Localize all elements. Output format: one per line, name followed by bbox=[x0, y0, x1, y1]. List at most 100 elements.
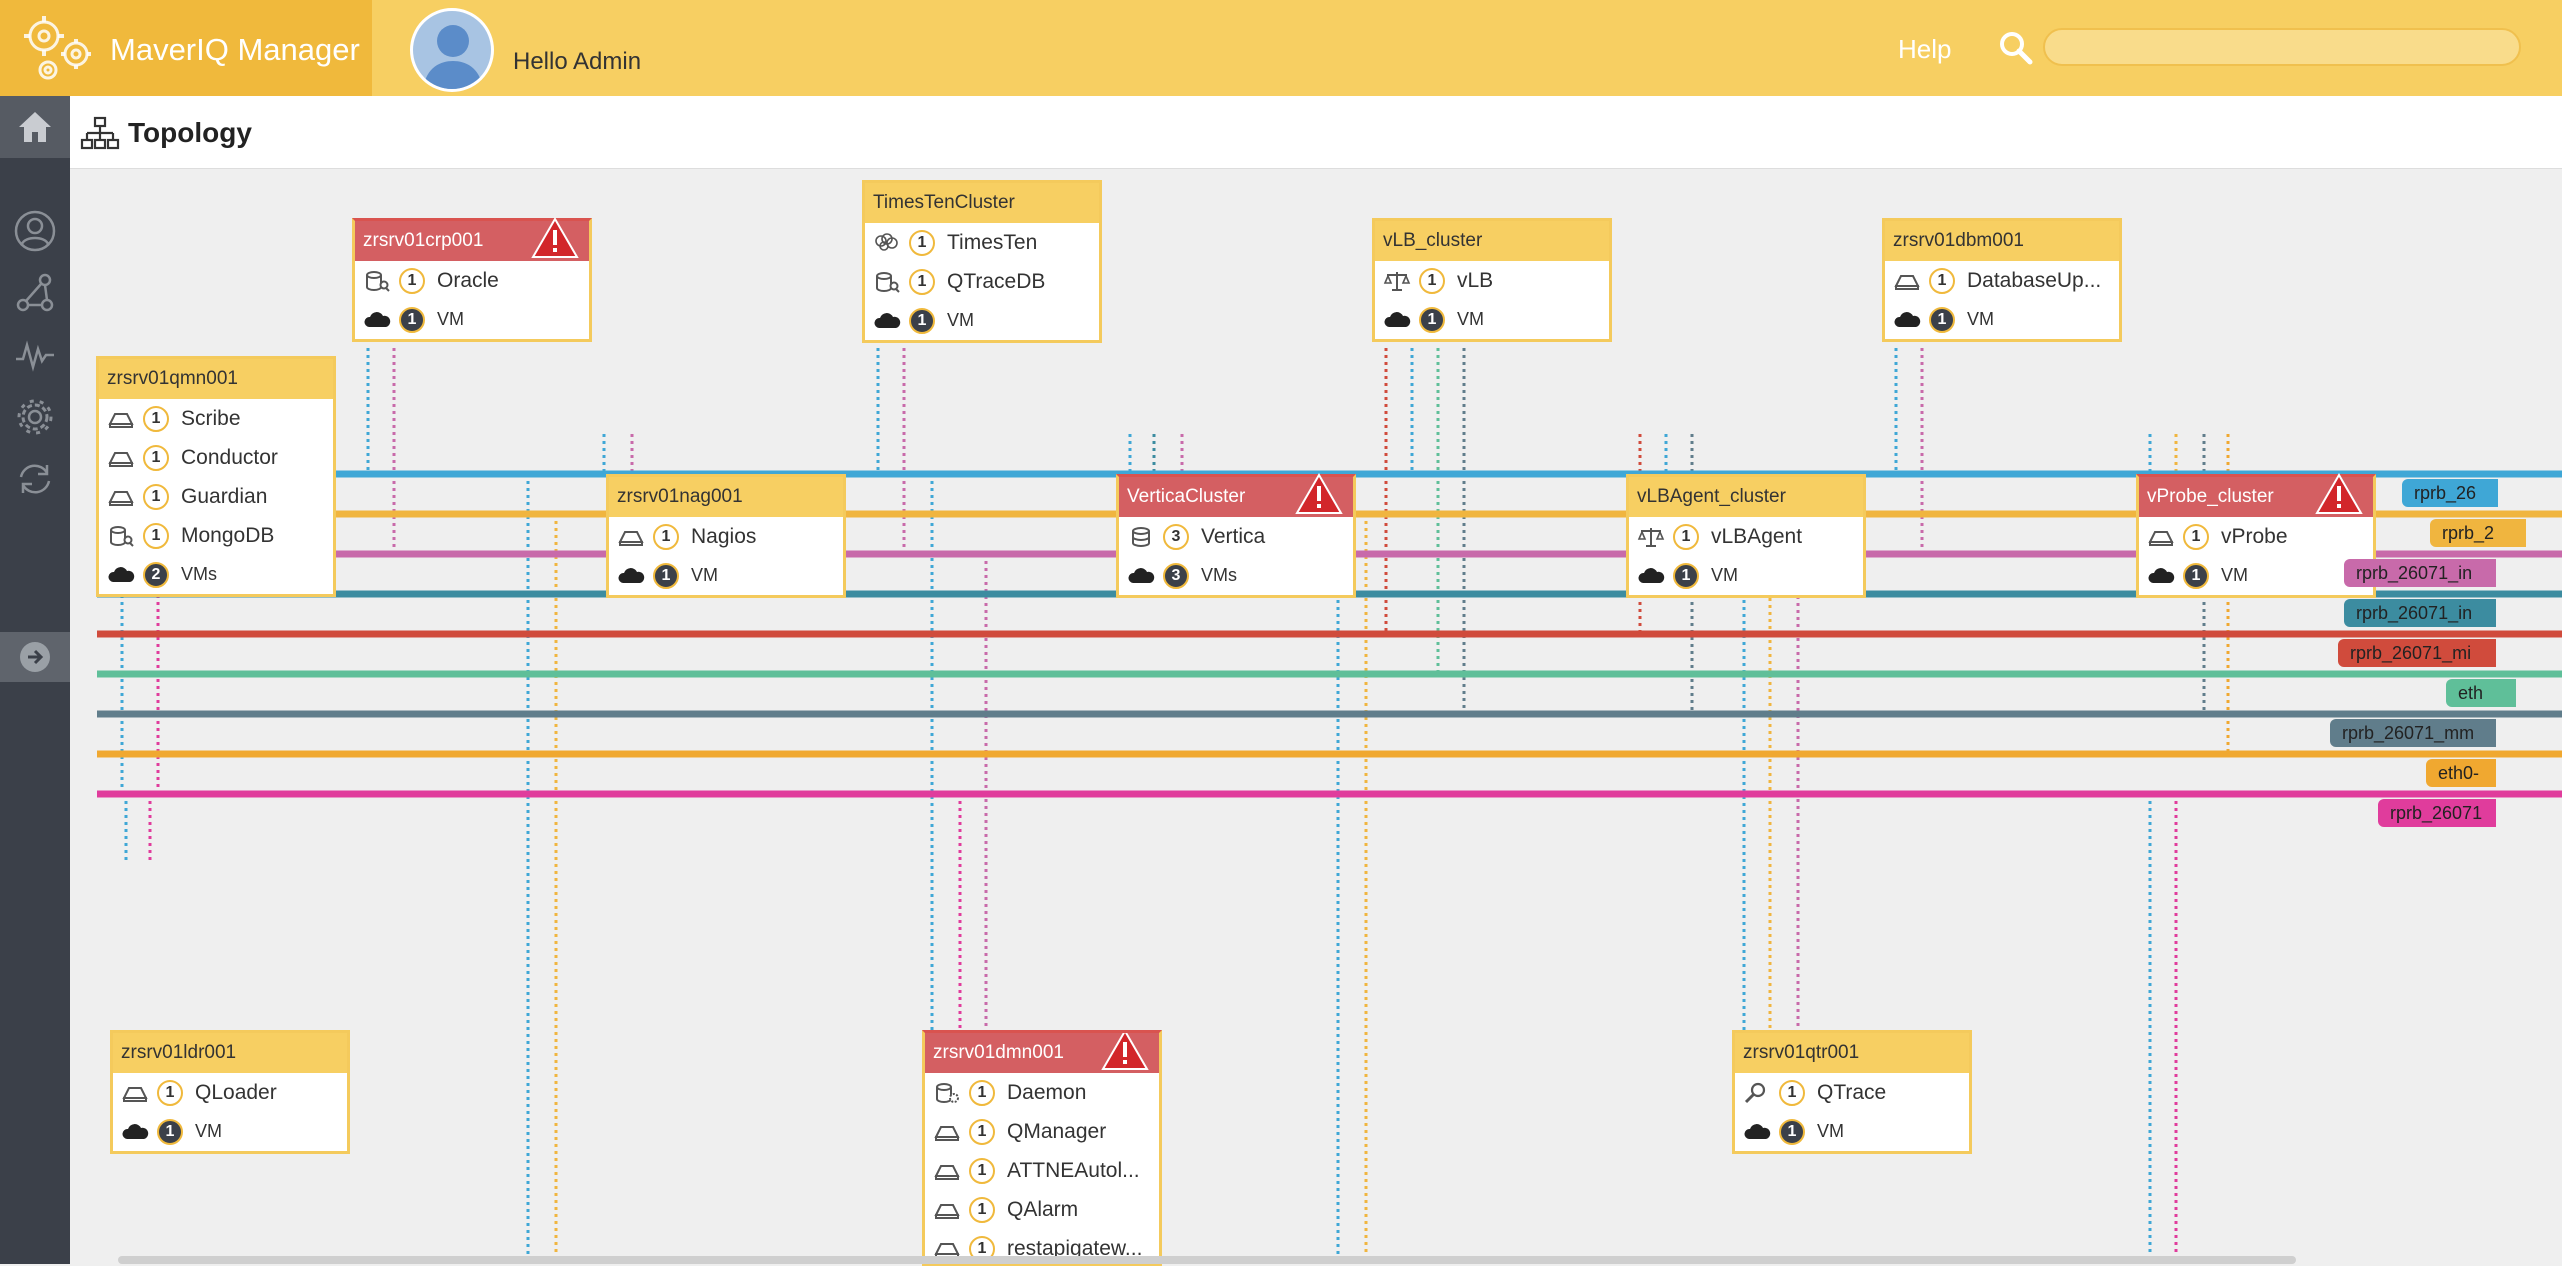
row-label: VM bbox=[947, 310, 974, 330]
node-service-row[interactable]: 1 QLoader bbox=[113, 1073, 347, 1112]
node-title[interactable]: vLBAgent_cluster bbox=[1629, 477, 1863, 517]
node-zrsrv01qmn001[interactable]: zrsrv01qmn001 1 Scribe 1 Conductor 1 Guardian 1… bbox=[96, 356, 336, 597]
node-service-row[interactable]: 1 QAlarm bbox=[925, 1190, 1159, 1229]
topology-canvas[interactable]: zrsrv01crp001 1 Oracle 1 VM TimesTenCluster 1 T… bbox=[70, 168, 2562, 1266]
row-label: TimesTen bbox=[947, 230, 1038, 254]
network-tag[interactable]: rprb_26 bbox=[2402, 479, 2498, 507]
network-tag[interactable]: rprb_26071_mm bbox=[2330, 719, 2496, 747]
drive-icon bbox=[108, 412, 134, 428]
node-title[interactable]: zrsrv01dbm001 bbox=[1885, 221, 2119, 261]
node-TimesTenCluster[interactable]: TimesTenCluster 1 TimesTen 1 QTraceDB 1 VM bbox=[862, 180, 1102, 343]
cloud-icon bbox=[1894, 311, 1921, 327]
horizontal-scrollbar[interactable] bbox=[118, 1256, 2296, 1264]
node-vLBAgent_cluster[interactable]: vLBAgent_cluster 1 vLBAgent 1 VM bbox=[1626, 474, 1866, 598]
node-zrsrv01nag001[interactable]: zrsrv01nag001 1 Nagios 1 VM bbox=[606, 474, 846, 598]
count-badge: 1 bbox=[1419, 267, 1445, 294]
node-service-row[interactable]: 1 QManager bbox=[925, 1112, 1159, 1151]
node-title[interactable]: zrsrv01dmn001 bbox=[925, 1033, 1159, 1073]
node-zrsrv01dmn001[interactable]: zrsrv01dmn001 1 Daemon 1 QManager 1 ATTNEAutol… bbox=[922, 1030, 1162, 1266]
node-VerticaCluster[interactable]: VerticaCluster 3 Vertica 3 VMs bbox=[1116, 473, 1356, 598]
network-tag[interactable]: rprb_26071_in bbox=[2344, 599, 2496, 627]
node-vm-row[interactable]: 2 VMs bbox=[99, 555, 333, 594]
node-service-row[interactable]: 1 QTraceDB bbox=[865, 262, 1099, 301]
network-tag[interactable]: rprb_26071_in bbox=[2344, 559, 2496, 587]
alert-warning-icon[interactable] bbox=[1101, 1030, 1149, 1071]
node-zrsrv01dbm001[interactable]: zrsrv01dbm001 1 DatabaseUp... 1 VM bbox=[1882, 218, 2122, 342]
node-service-row[interactable]: 1 QTrace bbox=[1735, 1073, 1969, 1112]
network-tag[interactable]: eth bbox=[2446, 679, 2516, 707]
node-service-row[interactable]: 1 Oracle bbox=[355, 261, 589, 300]
node-zrsrv01qtr001[interactable]: zrsrv01qtr001 1 QTrace 1 VM bbox=[1732, 1030, 1972, 1154]
node-title[interactable]: zrsrv01qtr001 bbox=[1735, 1033, 1969, 1073]
node-vm-row[interactable]: 1 VM bbox=[1629, 556, 1863, 595]
alert-warning-icon[interactable] bbox=[531, 217, 579, 259]
node-title[interactable]: VerticaCluster bbox=[1119, 473, 1353, 517]
node-service-row[interactable]: 1 Conductor bbox=[99, 438, 333, 477]
node-title[interactable]: zrsrv01nag001 bbox=[609, 477, 843, 517]
node-service-row[interactable]: 1 Nagios bbox=[609, 517, 843, 556]
node-service-row[interactable]: 1 vLB bbox=[1375, 261, 1609, 300]
sidebar-item-metrics[interactable] bbox=[0, 324, 70, 386]
drive-icon bbox=[934, 1125, 960, 1141]
node-zrsrv01ldr001[interactable]: zrsrv01ldr001 1 QLoader 1 VM bbox=[110, 1030, 350, 1154]
node-title[interactable]: zrsrv01qmn001 bbox=[99, 359, 333, 399]
node-service-row[interactable]: 1 Guardian bbox=[99, 477, 333, 516]
node-service-row[interactable]: 1 restapigatew... bbox=[925, 1229, 1159, 1263]
count-badge: 1 bbox=[2183, 523, 2209, 550]
sidebar-item-sync[interactable] bbox=[0, 448, 70, 510]
node-vm-row[interactable]: 1 VM bbox=[865, 301, 1099, 340]
alert-warning-icon[interactable] bbox=[2315, 473, 2363, 515]
node-title[interactable]: vProbe_cluster bbox=[2139, 473, 2373, 517]
search-icon[interactable] bbox=[1998, 30, 2034, 66]
row-label: Guardian bbox=[181, 484, 268, 508]
page-title-bar bbox=[70, 96, 2562, 169]
node-title[interactable]: zrsrv01crp001 bbox=[355, 217, 589, 261]
sidebar-item-settings[interactable] bbox=[0, 386, 70, 448]
network-tag[interactable]: rprb_26071 bbox=[2378, 799, 2496, 827]
node-service-row[interactable]: 1 Scribe bbox=[99, 399, 333, 438]
row-label: Vertica bbox=[1201, 524, 1266, 548]
node-title[interactable]: vLB_cluster bbox=[1375, 221, 1609, 261]
sidebar-item-topology[interactable] bbox=[0, 262, 70, 324]
count-badge: 1 bbox=[909, 229, 935, 256]
network-tag[interactable]: rprb_2 bbox=[2430, 519, 2526, 547]
alert-warning-icon[interactable] bbox=[1295, 473, 1343, 515]
brand[interactable]: MaverIQ Manager bbox=[0, 0, 372, 96]
node-vm-row[interactable]: 1 VM bbox=[1885, 300, 2119, 339]
node-vm-row[interactable]: 1 VM bbox=[113, 1112, 347, 1151]
node-title[interactable]: TimesTenCluster bbox=[865, 183, 1099, 223]
sync-icon bbox=[19, 464, 51, 494]
node-service-row[interactable]: 1 vProbe bbox=[2139, 517, 2373, 556]
count-badge: 1 bbox=[1779, 1079, 1805, 1106]
network-tag[interactable]: rprb_26071_mi bbox=[2338, 639, 2496, 667]
page-title: Topology bbox=[128, 117, 252, 148]
avatar[interactable] bbox=[410, 8, 494, 92]
node-title[interactable]: zrsrv01ldr001 bbox=[113, 1033, 347, 1073]
node-service-row[interactable]: 1 ATTNEAutol... bbox=[925, 1151, 1159, 1190]
user-icon bbox=[14, 210, 56, 252]
node-vm-row[interactable]: 1 VM bbox=[2139, 556, 2373, 595]
node-vm-row[interactable]: 3 VMs bbox=[1119, 556, 1353, 595]
drive-icon bbox=[108, 451, 134, 467]
node-zrsrv01crp001[interactable]: zrsrv01crp001 1 Oracle 1 VM bbox=[352, 217, 592, 342]
node-service-row[interactable]: 3 Vertica bbox=[1119, 517, 1353, 556]
sidebar-item-users[interactable] bbox=[0, 200, 70, 262]
node-vm-row[interactable]: 1 VM bbox=[609, 556, 843, 595]
sidebar-item-home[interactable] bbox=[0, 96, 70, 158]
help-link[interactable]: Help bbox=[1898, 34, 1952, 64]
node-service-row[interactable]: 1 Daemon bbox=[925, 1073, 1159, 1112]
node-service-row[interactable]: 1 DatabaseUp... bbox=[1885, 261, 2119, 300]
node-vLB_cluster[interactable]: vLB_cluster 1 vLB 1 VM bbox=[1372, 218, 1612, 342]
node-service-row[interactable]: 1 MongoDB bbox=[99, 516, 333, 555]
node-service-row[interactable]: 1 TimesTen bbox=[865, 223, 1099, 262]
db-search-icon bbox=[110, 525, 134, 547]
node-vm-row[interactable]: 1 VM bbox=[1735, 1112, 1969, 1151]
node-service-row[interactable]: 1 vLBAgent bbox=[1629, 517, 1863, 556]
greeting: Hello Admin bbox=[513, 48, 642, 75]
search-input[interactable] bbox=[2043, 28, 2521, 66]
network-tag[interactable]: eth0- bbox=[2426, 759, 2496, 787]
node-vm-row[interactable]: 1 VM bbox=[1375, 300, 1609, 339]
node-vProbe_cluster[interactable]: vProbe_cluster 1 vProbe 1 VM bbox=[2136, 473, 2376, 598]
sidebar-expand-button[interactable] bbox=[0, 632, 70, 682]
node-vm-row[interactable]: 1 VM bbox=[355, 300, 589, 339]
